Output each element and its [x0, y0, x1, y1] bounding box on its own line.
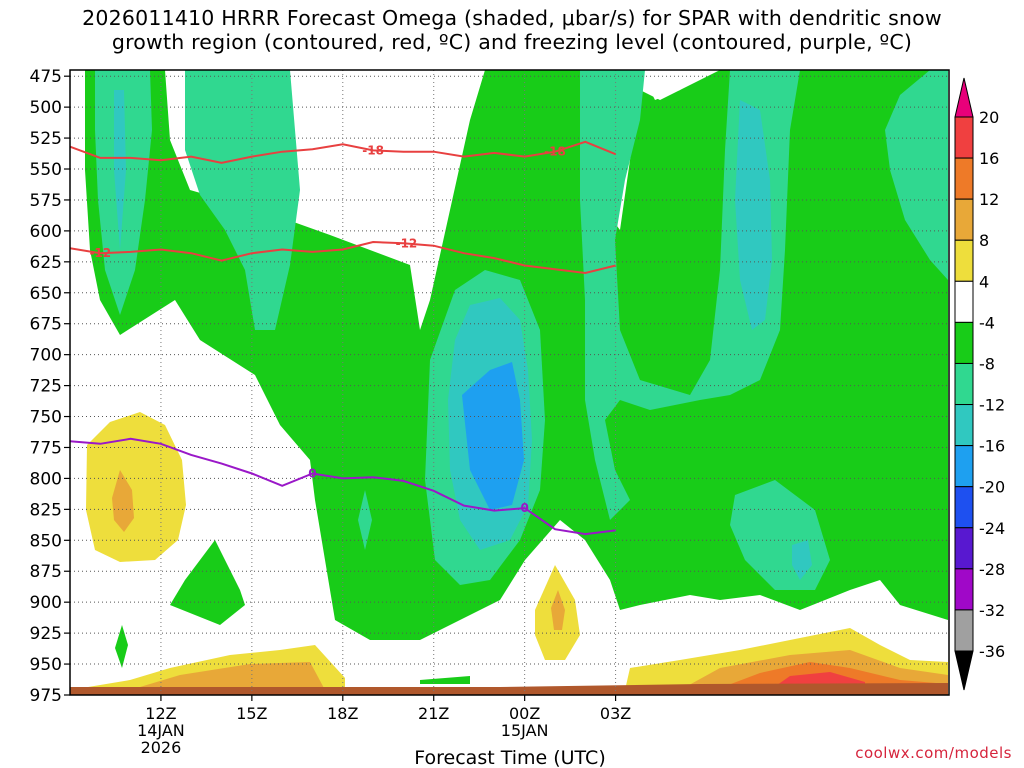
y-tick-label: 775	[30, 438, 62, 458]
omega-region-orange-left	[112, 470, 134, 532]
omega-region-orange-bottomleft	[130, 662, 325, 690]
omega-region-teal-farright	[885, 70, 948, 280]
isotherm-label: -18	[362, 143, 384, 157]
y-tick-label: 825	[30, 500, 62, 520]
colorbar-label: -36	[979, 642, 1005, 661]
y-tick-label: 925	[30, 624, 62, 644]
plot-frame	[69, 69, 950, 696]
y-tick-label: 875	[30, 562, 62, 582]
colorbar-label: 12	[979, 190, 999, 209]
isotherm-label: 0	[520, 501, 528, 515]
colorbar-label: 4	[979, 272, 989, 291]
colorbar-swatch	[954, 568, 974, 611]
y-tick-label: 525	[30, 129, 62, 149]
y-tick-label: 700	[30, 346, 62, 366]
y-tick-label: 675	[30, 315, 62, 335]
omega-region-green-small	[115, 625, 128, 668]
isotherm-label: -12	[396, 237, 418, 251]
omega-region-orange-mid	[551, 590, 565, 630]
colorbar: 20 16 12 8 4 -4 -8 -12 -16 -20 -24 -28 -32 -36	[954, 77, 1005, 691]
x-tick-label: 00Z	[509, 704, 540, 723]
x-tick-label: 15Z	[236, 704, 267, 723]
isotherm-labels: -18 -18 -12 -12 0 0	[89, 143, 565, 515]
colorbar-label: -24	[979, 519, 1005, 538]
colorbar-bottom-arrow	[954, 650, 974, 691]
colorbar-swatch	[954, 198, 974, 241]
omega-region-green-bottom	[420, 676, 470, 684]
x-tick-date: 14JAN	[137, 721, 185, 740]
colorbar-swatch	[954, 321, 974, 364]
colorbar-swatch	[954, 362, 974, 406]
colorbar-top-arrow	[954, 77, 974, 118]
y-tick-label: 800	[30, 469, 62, 489]
x-tick-label: 12Z	[145, 704, 176, 723]
omega-region-white-top	[320, 70, 435, 245]
isotherm-label: -18	[544, 145, 566, 159]
omega-region-teal-small	[358, 490, 372, 550]
isotherm-label: 0	[308, 466, 316, 480]
isotherm-line	[70, 437, 616, 536]
colorbar-label: -12	[979, 396, 1005, 415]
colorbar-label: -4	[979, 313, 995, 332]
isotherm-line	[70, 140, 616, 164]
y-tick-label: 500	[30, 98, 62, 118]
omega-shading	[70, 70, 948, 695]
credit-link[interactable]: coolwx.com/models	[855, 744, 1012, 762]
colorbar-label: -20	[979, 478, 1005, 497]
colorbar-swatch	[954, 404, 974, 447]
omega-region-white-topright	[640, 70, 700, 100]
isotherm-lines	[70, 140, 616, 536]
y-tick-label: 575	[30, 191, 62, 211]
colorbar-label: -28	[979, 560, 1005, 579]
y-axis: 475 500 525 550 575 600 625 650 675 700 725 750 775 8…	[30, 67, 70, 706]
omega-region-blue-center	[462, 362, 524, 510]
y-tick-label: 725	[30, 377, 62, 397]
y-tick-label: 975	[30, 686, 62, 706]
x-tick-label: 03Z	[600, 704, 631, 723]
colorbar-swatch	[954, 609, 974, 652]
x-tick-label: 21Z	[418, 704, 449, 723]
x-tick-date: 15JAN	[501, 721, 549, 740]
y-tick-label: 750	[30, 408, 62, 428]
x-tick-label: 18Z	[327, 704, 358, 723]
x-axis-title: Forecast Time (UTC)	[414, 747, 605, 768]
colorbar-label: 8	[979, 231, 989, 250]
colorbar-swatch	[954, 445, 974, 488]
colorbar-label: -16	[979, 437, 1005, 456]
y-tick-label: 850	[30, 531, 62, 551]
colorbar-label: -32	[979, 601, 1005, 620]
colorbar-label: -8	[979, 354, 995, 373]
y-tick-label: 650	[30, 284, 62, 304]
colorbar-swatch	[954, 527, 974, 570]
colorbar-swatch	[954, 239, 974, 282]
isotherm-line	[70, 240, 616, 275]
y-tick-label: 550	[30, 160, 62, 180]
colorbar-swatch	[954, 280, 974, 323]
x-tick-year: 2026	[141, 738, 182, 757]
chart-title-line1: 2026011410 HRRR Forecast Omega (shaded, …	[82, 6, 942, 30]
y-tick-label: 900	[30, 593, 62, 613]
colorbar-label: 16	[979, 149, 999, 168]
colorbar-label: 20	[979, 108, 999, 127]
y-tick-label: 625	[30, 253, 62, 273]
omega-region-green-lowleft	[170, 540, 245, 625]
omega-region-cyan-right	[735, 100, 772, 330]
terrain	[70, 683, 948, 695]
y-tick-label: 600	[30, 222, 62, 242]
y-tick-label: 950	[30, 655, 62, 675]
colorbar-swatch	[954, 116, 974, 159]
chart-title-line2: growth region (contoured, red, ºC) and f…	[111, 30, 913, 54]
omega-region-cyan-left	[114, 90, 126, 250]
colorbar-swatch	[954, 157, 974, 200]
omega-region-yellow-left	[86, 412, 186, 562]
omega-region-cyan-lowright	[792, 540, 812, 580]
colorbar-swatch	[954, 486, 974, 529]
y-tick-label: 475	[30, 67, 62, 87]
isotherm-label: -12	[89, 246, 111, 260]
